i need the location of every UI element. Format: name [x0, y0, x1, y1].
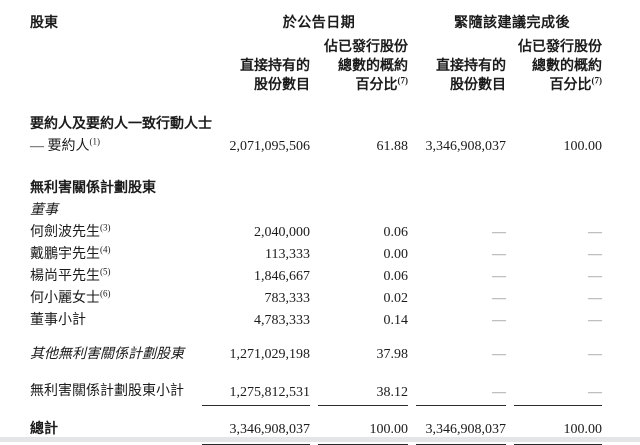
cell-shares-before: 1,846,667 — [254, 269, 310, 284]
row-label: 總計 — [30, 422, 58, 437]
table-row: 何劍波先生(3) 2,040,000 0.06 — — — [30, 221, 602, 243]
row-label: 何劍波先生(3) — [30, 222, 111, 240]
cell-pct-before: 0.00 — [383, 247, 409, 262]
row-label: 董事小計 — [30, 313, 86, 328]
cell-pct-after: — — [588, 247, 602, 262]
header-line: 百分比(7) — [355, 75, 409, 93]
table-row-subtotal: 無利害關係計劃股東小計 1,275,812,531 38.12 — — — [30, 379, 602, 406]
cell-shares-after: — — [492, 347, 506, 362]
header-line: 總數的概約 — [338, 59, 408, 74]
spacer — [30, 406, 602, 418]
cell-shares-before: 1,275,812,531 — [200, 379, 310, 406]
table-row: 楊尚平先生(5) 1,846,667 0.06 — — — [30, 265, 602, 287]
cell-pct-before: 0.14 — [383, 313, 409, 328]
cell-pct-after: — — [588, 313, 602, 328]
table-header-columns: 直接持有的 股份數目 佔已發行股份 總數的概約 百分比(7) 直接持有的 股份數… — [30, 38, 602, 97]
cell-shares-before: 113,333 — [265, 247, 310, 262]
cell-pct-before: 38.12 — [310, 379, 408, 406]
header-line: 總數的概約 — [532, 59, 602, 74]
header-group-after-completion: 緊隨該建議完成後 — [454, 16, 570, 31]
table-row: — 要約人(1) 2,071,095,506 61.88 3,346,908,0… — [30, 135, 602, 157]
row-label: 無利害關係計劃股東小計 — [30, 384, 184, 399]
cell-shares-after: — — [492, 247, 506, 262]
header-line: 佔已發行股份 — [324, 40, 408, 55]
cell-pct-before: 0.06 — [383, 269, 409, 284]
footnote-ref: (1) — [89, 136, 101, 147]
row-label: 戴鵬宇先生(4) — [30, 244, 111, 262]
cell-pct-before: 0.02 — [383, 291, 409, 306]
footnote-ref: (3) — [100, 222, 111, 233]
table-header-groups: 股東 於公告日期 緊隨該建議完成後 — [30, 12, 602, 38]
header-shareholder: 股東 — [30, 16, 58, 31]
spacer — [30, 331, 602, 343]
cell-pct-before: 61.88 — [376, 139, 409, 154]
header-pct-after: 佔已發行股份 總數的概約 百分比(7) — [506, 38, 602, 97]
cell-shares-after: — — [408, 379, 506, 406]
row-label: 何小麗女士(6) — [30, 288, 111, 306]
cell-shares-before: 2,040,000 — [254, 225, 310, 240]
spacer — [30, 97, 602, 113]
cell-pct-before: 0.06 — [383, 225, 409, 240]
header-line: 直接持有的 — [436, 59, 506, 74]
table-row: 董事 — [30, 199, 602, 221]
cell-shares-after: — — [492, 313, 506, 328]
footnote-ref: (7) — [397, 75, 409, 86]
table-row: 何小麗女士(6) 783,333 0.02 — — — [30, 287, 602, 309]
table-row: 無利害關係計劃股東 — [30, 177, 602, 199]
cell-shares-after: — — [492, 291, 506, 306]
cell-shares-after: — — [492, 269, 506, 284]
header-line: 佔已發行股份 — [518, 40, 602, 55]
shareholding-table: 股東 於公告日期 緊隨該建議完成後 直接持有的 股份數目 佔已發行股份 總數的概… — [30, 12, 602, 445]
row-label: — 要約人(1) — [30, 136, 101, 154]
row-label: 楊尚平先生(5) — [30, 266, 111, 284]
cell-shares-before: 1,271,029,198 — [229, 347, 311, 362]
spacer — [30, 157, 602, 177]
spacer — [30, 365, 602, 379]
header-shares-after: 直接持有的 股份數目 — [408, 38, 506, 97]
cell-pct-after: — — [588, 291, 602, 306]
header-line: 股份數目 — [450, 78, 506, 93]
cell-pct-after: 100.00 — [563, 139, 603, 154]
cell-pct-before: 37.98 — [376, 347, 409, 362]
header-group-announcement-date: 於公告日期 — [282, 16, 356, 31]
cell-shares-after: 3,346,908,037 — [425, 139, 507, 154]
cell-shares-before: 2,071,095,506 — [229, 139, 311, 154]
table-row: 其他無利害關係計劃股東 1,271,029,198 37.98 — — — [30, 343, 602, 365]
table-row: 戴鵬宇先生(4) 113,333 0.00 — — — [30, 243, 602, 265]
header-line: 直接持有的 — [240, 59, 310, 74]
footnote-ref: (4) — [100, 244, 111, 255]
header-line: 股份數目 — [254, 78, 310, 93]
cell-shares-after: — — [492, 225, 506, 240]
row-label: 其他無利害關係計劃股東 — [30, 347, 184, 362]
table-row: 要約人及要約人一致行動人士 — [30, 113, 602, 135]
header-shares-before: 直接持有的 股份數目 — [200, 38, 310, 97]
cell-pct-after: — — [506, 379, 602, 406]
row-label: 無利害關係計劃股東 — [30, 181, 156, 196]
cell-pct-after: — — [588, 347, 602, 362]
cell-shares-before: 4,783,333 — [254, 313, 310, 328]
cell-shares-before: 783,333 — [264, 291, 311, 306]
cell-pct-after: — — [588, 225, 602, 240]
header-line: 百分比(7) — [549, 75, 603, 93]
header-pct-before: 佔已發行股份 總數的概約 百分比(7) — [310, 38, 408, 97]
footnote-ref: (7) — [591, 75, 603, 86]
footnote-ref: (6) — [100, 288, 111, 299]
row-label: 要約人及要約人一致行動人士 — [30, 117, 212, 132]
footnote-ref: (5) — [100, 266, 111, 277]
cell-pct-after: — — [588, 269, 602, 284]
page-bottom-edge — [0, 437, 640, 442]
table-row: 董事小計 4,783,333 0.14 — — — [30, 309, 602, 331]
row-label: 董事 — [30, 203, 58, 218]
